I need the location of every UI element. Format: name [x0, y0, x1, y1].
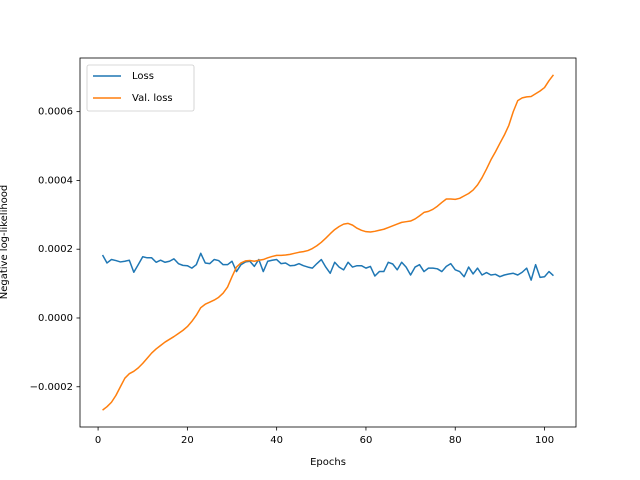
y-tick-label: 0.0002: [38, 244, 73, 255]
y-axis-label: Negative log-likelihood: [0, 185, 10, 300]
series-line: [101, 252, 554, 281]
y-tick-label: 0.0004: [38, 175, 73, 186]
x-tick-label: 80: [449, 435, 462, 446]
y-tick-label: 0.0006: [38, 107, 73, 118]
y-tick-label: 0.0000: [38, 313, 73, 324]
legend-label: Val. loss: [132, 93, 173, 104]
x-tick-label: 40: [270, 435, 283, 446]
axes-frame: [79, 57, 577, 428]
x-tick-label: 20: [181, 435, 194, 446]
x-tick-label: 60: [360, 435, 373, 446]
x-tick-label: 0: [95, 435, 101, 446]
legend-label: Loss: [132, 71, 154, 82]
y-tick-label: −0.0002: [30, 382, 73, 393]
x-axis-label: Epochs: [310, 457, 346, 468]
x-tick-label: 100: [535, 435, 554, 446]
series-line: [102, 74, 555, 411]
